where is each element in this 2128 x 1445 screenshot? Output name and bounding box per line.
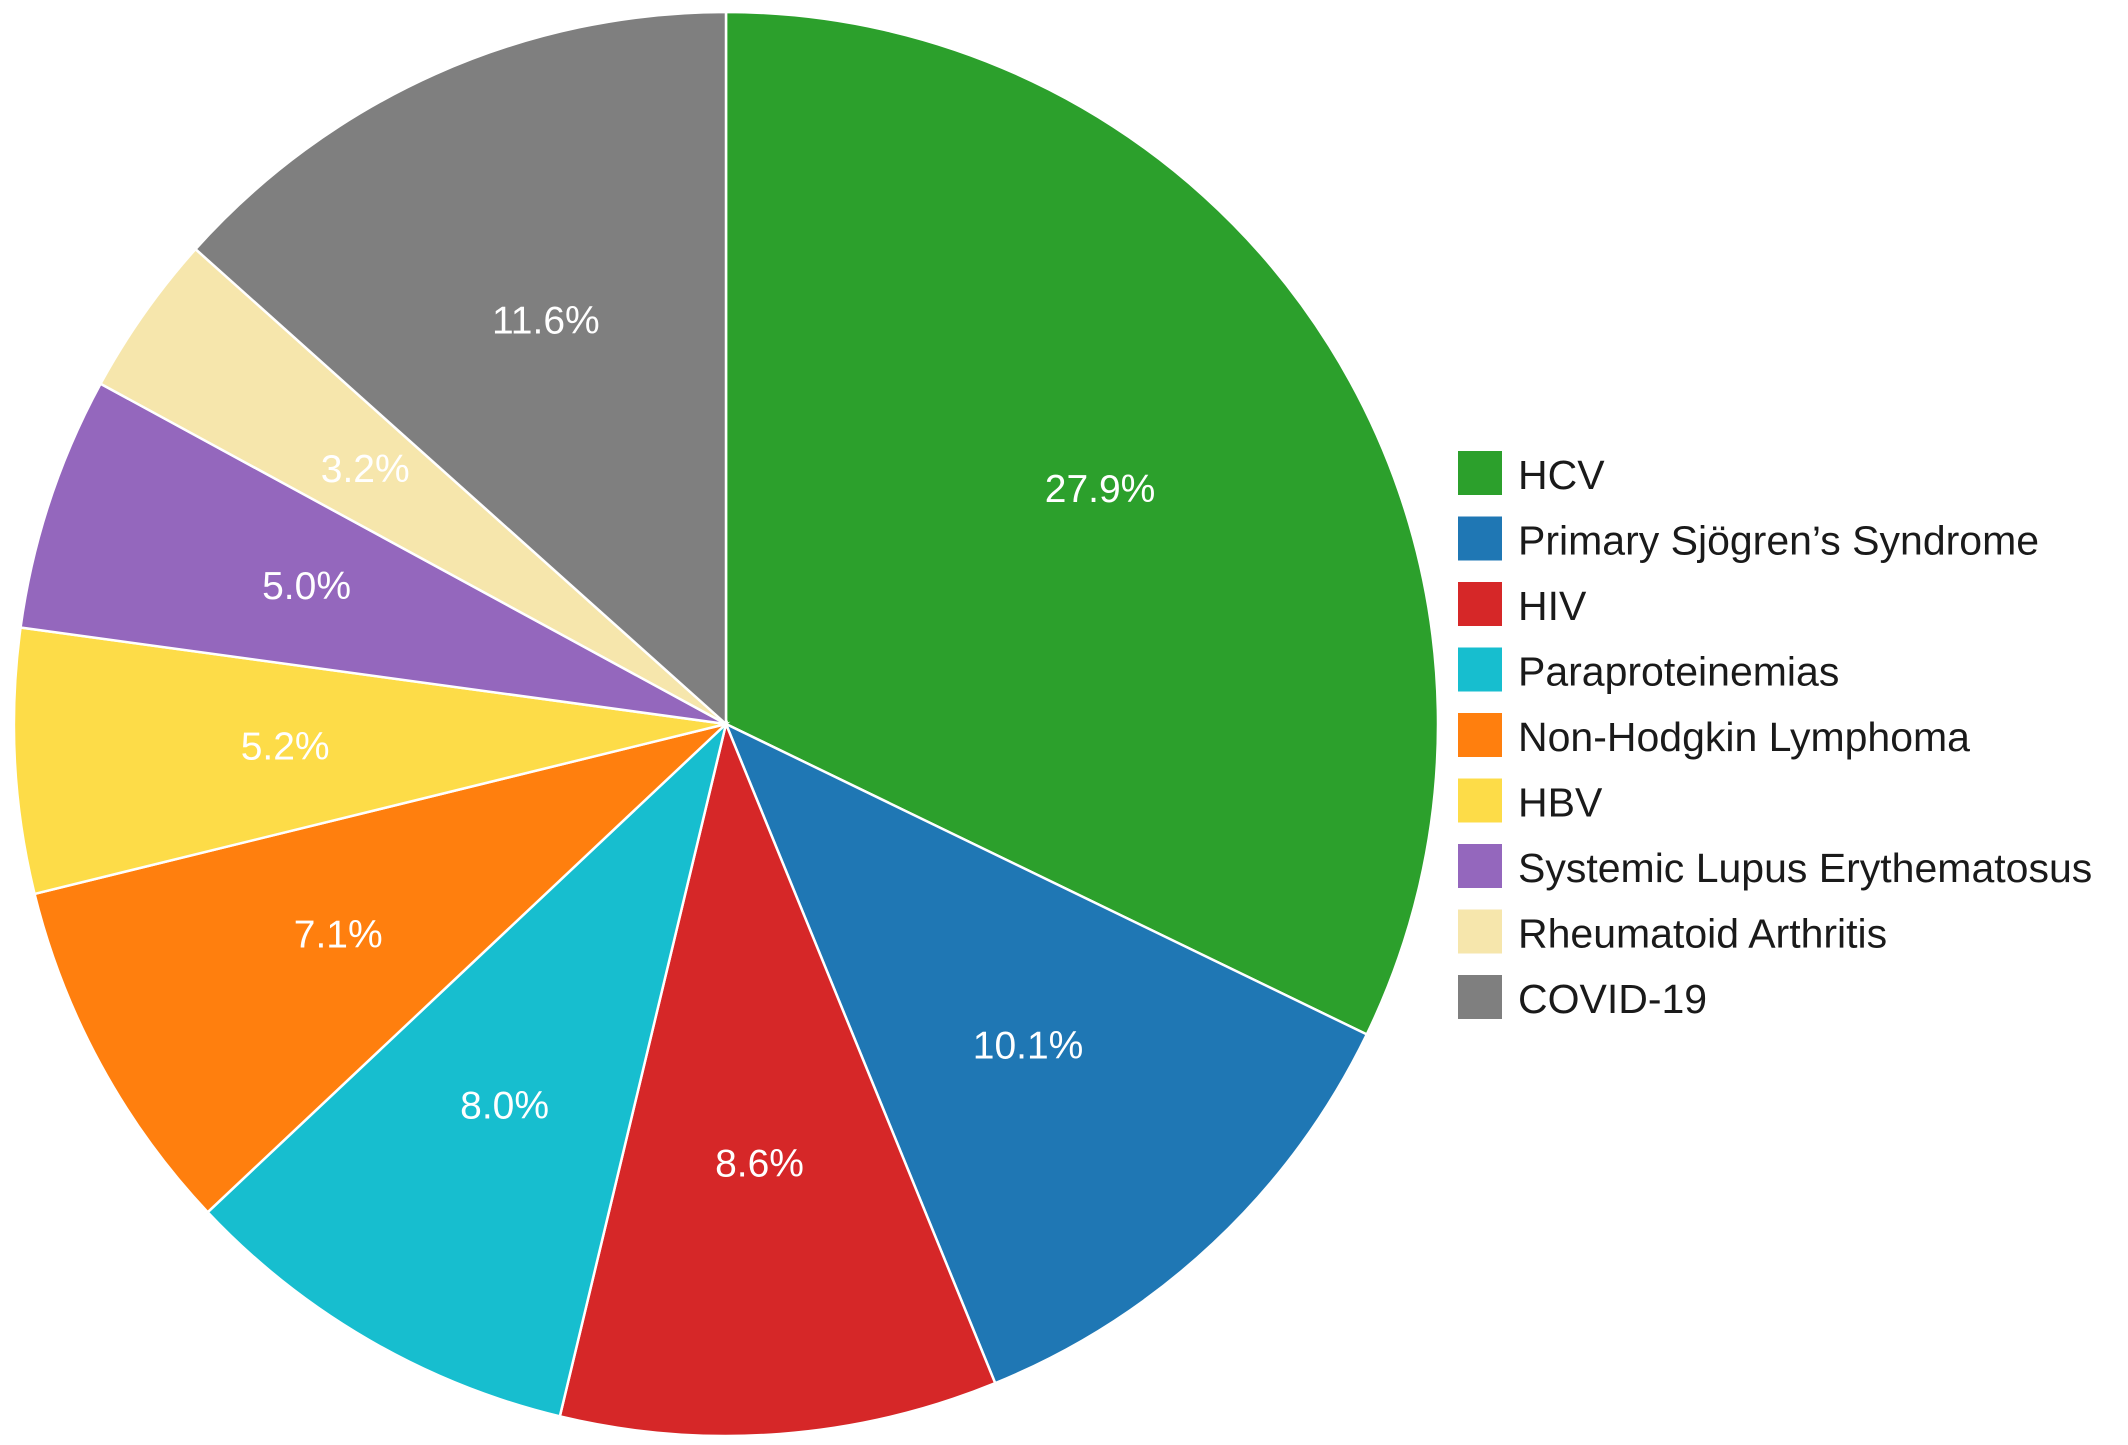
legend-label: COVID-19 [1518, 976, 1707, 1022]
pie-slice-systemic-lupus-erythematosus [19, 382, 727, 726]
legend-swatch [1458, 778, 1502, 823]
legend-item-non-hodgkin-lymphoma: Non-Hodgkin Lymphoma [1458, 713, 1970, 760]
legend-swatch [1458, 582, 1502, 626]
slice-label-primary-sjogren-s-syndrome: 10.1% [973, 1024, 1084, 1067]
legend-swatch [1458, 516, 1502, 561]
legend-swatch [1458, 451, 1502, 495]
legend-item-hcv: HCV [1458, 451, 1605, 498]
legend-label: Rheumatoid Arthritis [1518, 911, 1887, 957]
legend-swatch [1458, 647, 1502, 692]
legend-item-systemic-lupus-erythematosus: Systemic Lupus Erythematosus [1458, 844, 2092, 891]
legend-swatch [1458, 975, 1502, 1019]
pie-slice-labels: 27.9% 10.1% 8.6% 8.0% 7.1% 5.2% 5.0% 3.2% 11.6% [241, 299, 1156, 1185]
legend-swatch [1458, 844, 1502, 888]
slice-label-paraproteinemias: 8.0% [460, 1084, 549, 1127]
legend-item-paraproteinemias: Paraproteinemias [1458, 647, 1839, 695]
legend-item-primary-sjogren-s-syndrome: Primary Sjögren’s Syndrome [1458, 516, 2039, 564]
legend-label: Paraproteinemias [1518, 649, 1839, 695]
pie-slice-hbv [12, 626, 727, 896]
legend-swatch [1458, 713, 1502, 757]
slice-label-rheumatoid-arthritis: 3.2% [321, 448, 410, 491]
pie-slices [12, 10, 1440, 1438]
slice-label-hiv: 8.6% [715, 1143, 804, 1186]
legend-label: HBV [1518, 780, 1603, 826]
legend-swatch [1458, 909, 1502, 954]
legend-label: Non-Hodgkin Lymphoma [1518, 714, 1970, 760]
legend-label: Systemic Lupus Erythematosus [1518, 845, 2092, 891]
legend-item-hiv: HIV [1458, 582, 1587, 629]
pie-slice-covid-19 [193, 10, 728, 727]
pie-slice-primary-sjogren-s-syndrome [723, 721, 1369, 1385]
pie-slice-hcv [724, 10, 1440, 1037]
slice-label-non-hodgkin-lymphoma: 7.1% [294, 913, 383, 956]
legend: HCV Primary Sjögren’s Syndrome HIV Paraprot… [1458, 451, 2092, 1022]
legend-item-covid-19: COVID-19 [1458, 975, 1707, 1022]
slice-label-hbv: 5.2% [241, 726, 330, 769]
legend-item-rheumatoid-arthritis: Rheumatoid Arthritis [1458, 909, 1887, 957]
slice-label-covid-19: 11.6% [492, 299, 600, 342]
legend-label: Primary Sjögren’s Syndrome [1518, 518, 2039, 564]
legend-label: HIV [1518, 583, 1587, 629]
slice-label-systemic-lupus-erythematosus: 5.0% [262, 565, 351, 608]
legend-label: HCV [1518, 452, 1605, 498]
legend-item-hbv: HBV [1458, 778, 1603, 826]
slice-label-hcv: 27.9% [1045, 468, 1156, 511]
pie-slice-hiv [558, 719, 997, 1438]
pie-slice-non-hodgkin-lymphoma [33, 721, 731, 1214]
pie-slice-paraproteinemias [205, 720, 729, 1418]
